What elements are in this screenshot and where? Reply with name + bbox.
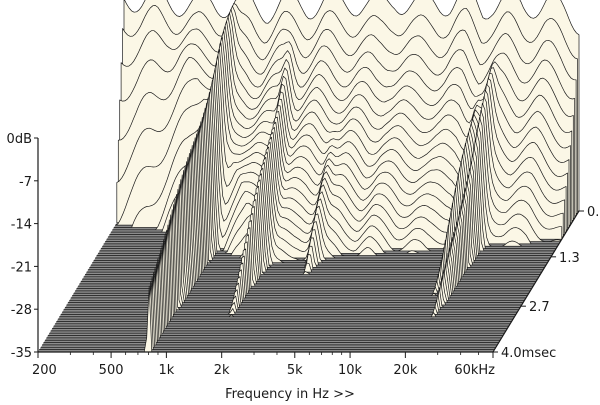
x-tick-label: 20k bbox=[393, 363, 418, 378]
decay-slice bbox=[73, 165, 530, 294]
x-tick-label: 200 bbox=[32, 363, 57, 378]
decay-slice bbox=[54, 229, 511, 325]
x-tick-label: 10k bbox=[338, 363, 363, 378]
x-tick-label: 2k bbox=[214, 363, 230, 378]
decay-slice bbox=[53, 234, 510, 327]
time-tick-label: 4.0msec bbox=[501, 346, 556, 361]
x-axis-title: Frequency in Hz >> bbox=[225, 387, 355, 402]
decay-slice bbox=[74, 161, 531, 292]
decay-slice bbox=[64, 194, 521, 308]
decay-slice bbox=[44, 263, 501, 341]
decay-slice bbox=[43, 267, 500, 343]
y-tick-label: -21 bbox=[11, 260, 32, 275]
x-tick-label: 60kHz bbox=[454, 363, 495, 378]
time-tick-label: 0.0 bbox=[587, 205, 600, 220]
time-tick-label: 2.7 bbox=[529, 300, 550, 315]
decay-slice bbox=[59, 214, 515, 318]
decay-slice bbox=[41, 272, 498, 346]
time-axis-line bbox=[492, 210, 580, 353]
decay-slices bbox=[37, 0, 580, 353]
y-tick-label: 0dB bbox=[7, 132, 32, 147]
decay-slice bbox=[66, 189, 523, 306]
decay-slice bbox=[70, 174, 527, 299]
time-tick-label: 1.3 bbox=[559, 251, 580, 266]
decay-slice bbox=[46, 258, 502, 339]
decay-slice bbox=[51, 239, 508, 329]
decay-slice bbox=[40, 276, 497, 348]
decay-slice bbox=[47, 254, 504, 336]
decay-slice bbox=[39, 281, 495, 350]
y-tick-label: -7 bbox=[19, 175, 32, 190]
decay-slice bbox=[60, 209, 517, 315]
y-tick-label: -35 bbox=[11, 346, 32, 361]
decay-slice bbox=[63, 199, 520, 311]
decay-slice bbox=[49, 249, 505, 334]
decay-slice bbox=[62, 204, 518, 313]
decay-slice bbox=[57, 219, 514, 320]
decay-slice bbox=[69, 179, 525, 301]
x-tick-label: 5k bbox=[287, 363, 303, 378]
x-tick-label: 1k bbox=[158, 363, 174, 378]
x-tick-label: 500 bbox=[99, 363, 124, 378]
y-tick-label: -14 bbox=[11, 218, 32, 233]
decay-slice bbox=[67, 184, 524, 303]
y-tick-label: -28 bbox=[11, 303, 32, 318]
decay-slice bbox=[50, 244, 507, 332]
decay-slice bbox=[56, 224, 512, 322]
